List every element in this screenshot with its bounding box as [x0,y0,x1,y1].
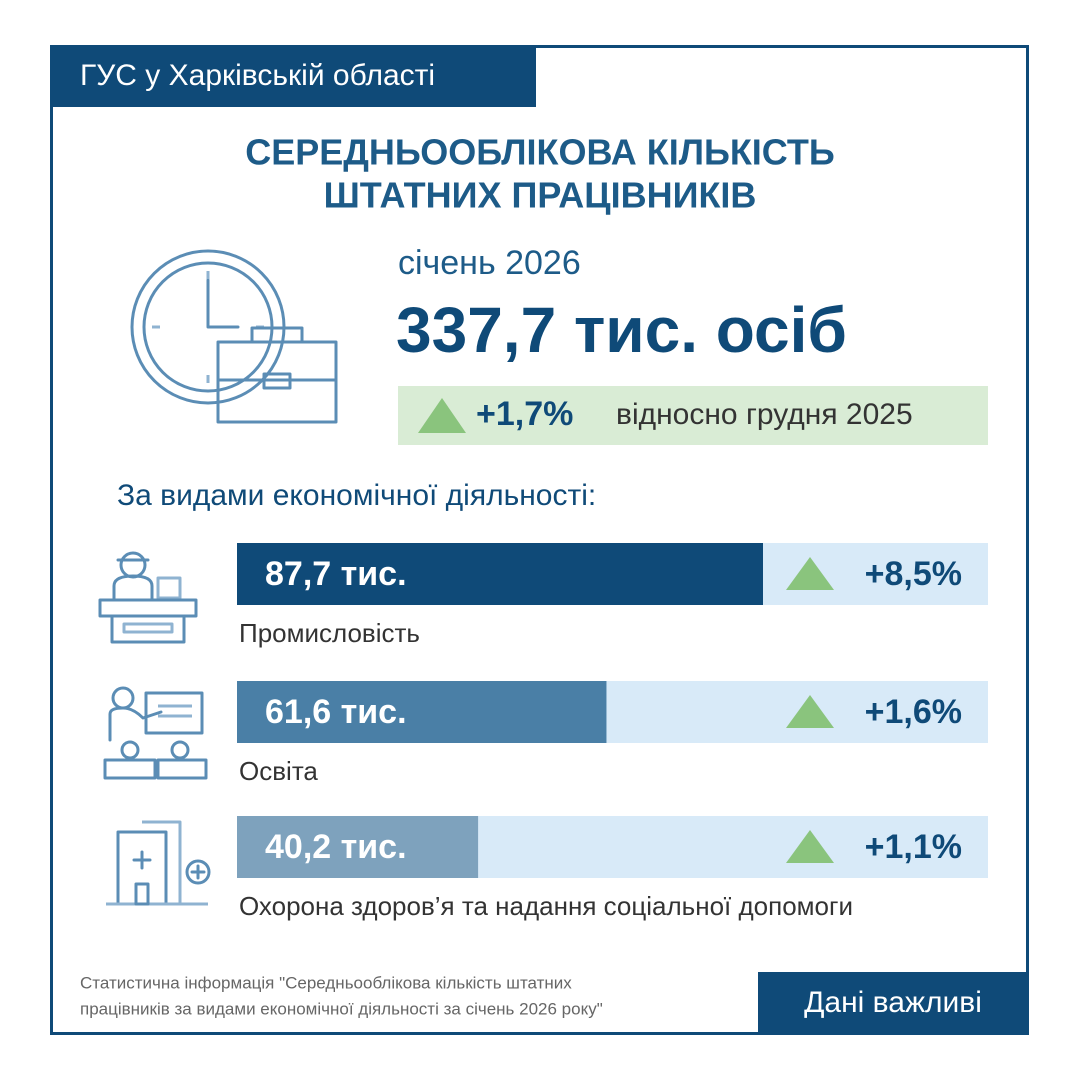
period: січень 2026 [398,244,581,282]
sector-change: +1,6% [865,693,962,731]
bar [237,816,479,878]
bar-value-label: 61,6 тис. [265,693,407,731]
source: Статистична інформація "Середньооблікова… [80,973,572,992]
section-title: За видами економічної діяльності: [117,479,596,512]
education-icon [103,686,208,780]
sector-rows: 87,7 тис. +8,5% Промисловість 61,6 тис. +1,6… [237,543,988,921]
clock-icon [130,249,338,424]
title: СЕРЕДНЬООБЛІКОВА КІЛЬКІСТЬ [245,132,835,173]
up-arrow [418,398,466,433]
sector-name: Охорона здоров’я та надання соціальної д… [239,891,853,921]
total-change: +1,7% [476,395,573,433]
change-box [398,386,988,445]
up-arrow [786,695,834,728]
data-button[interactable] [758,972,1028,1035]
header-tab [50,45,536,107]
sector-change: +1,1% [865,828,962,866]
total: 337,7 тис. осіб [396,294,847,366]
up-arrow [786,557,834,590]
sector-name: Промисловість [239,618,420,648]
sector-name: Освіта [239,756,318,786]
bar [237,681,607,743]
comparison: відносно грудня 2025 [616,398,913,431]
bar-value-label: 40,2 тис. [265,828,407,866]
organization: ГУС у Харківській області [80,59,435,92]
title: ШТАТНИХ ПРАЦІВНИКІВ [324,175,757,216]
data-button-label[interactable]: Дані важливі [804,986,982,1019]
health-icon [106,820,211,906]
bar [237,543,763,605]
bar-value-label: 87,7 тис. [265,555,407,593]
industry-icon [98,551,198,644]
sector-change: +8,5% [865,555,962,593]
source: працівників за видами економічної діяльн… [80,999,603,1018]
up-arrow [786,830,834,863]
